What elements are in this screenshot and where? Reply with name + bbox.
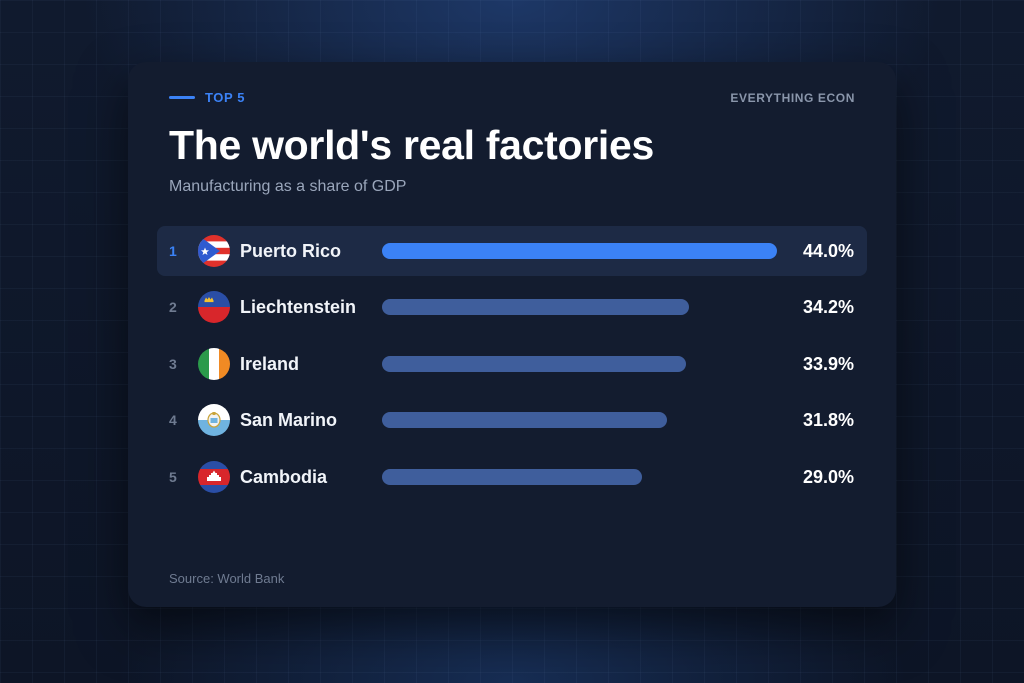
chart-title: The world's real factories (169, 122, 655, 168)
bar-rows: 1 Puerto Rico 44.0% 2 (157, 226, 867, 508)
value-label: 44.0% (802, 241, 854, 261)
chart-card: TOP 5 EVERYTHING ECON The world's real f… (128, 62, 896, 607)
brand-label: EVERYTHING ECON (730, 91, 855, 105)
value-label: 29.0% (802, 466, 854, 487)
value-label: 33.9% (802, 353, 854, 374)
country-label: Liechtenstein (240, 297, 357, 318)
chart-subtitle: Manufacturing as a share of GDP (169, 178, 407, 195)
bar (382, 243, 777, 259)
san-marino-flag-icon (198, 404, 230, 437)
puerto-rico-flag-icon (198, 235, 230, 267)
bar-track (382, 299, 777, 316)
source-note: Source: World Bank (169, 571, 285, 586)
rank-label: 2 (169, 299, 177, 316)
rank-label: 5 (169, 468, 177, 485)
bar-row-ireland: 3 Ireland 33.9% (157, 339, 867, 389)
bar (382, 412, 668, 429)
bar-row-puerto-rico: 1 Puerto Rico 44.0% (157, 226, 867, 276)
eyebrow: TOP 5 (169, 90, 245, 105)
country-label: San Marino (240, 410, 338, 431)
eyebrow-label: TOP 5 (205, 90, 246, 105)
value-label: 34.2% (802, 297, 854, 318)
ireland-flag-icon (198, 347, 230, 380)
value-label: 31.8% (802, 410, 854, 431)
rank-label: 3 (169, 355, 177, 372)
bar-row-liechtenstein: 2 Liechtenstein 34.2% (157, 282, 867, 332)
country-label: Puerto Rico (240, 241, 342, 261)
rank-label: 1 (169, 243, 177, 259)
country-label: Cambodia (240, 466, 328, 487)
bar (382, 299, 690, 316)
bar-track (382, 412, 777, 429)
liechtenstein-flag-icon (198, 291, 230, 324)
bar-track (382, 243, 777, 259)
cambodia-flag-icon (198, 460, 230, 493)
eyebrow-dash (169, 96, 195, 99)
bar-row-san-marino: 4 San Marino 31.8% (157, 395, 867, 445)
rank-label: 4 (169, 412, 177, 429)
bar-row-cambodia: 5 Cambodia 29.0% (157, 452, 867, 502)
bar (382, 355, 687, 372)
bar-track (382, 468, 777, 485)
country-label: Ireland (240, 353, 300, 374)
bar (382, 468, 643, 485)
bar-track (382, 355, 777, 372)
